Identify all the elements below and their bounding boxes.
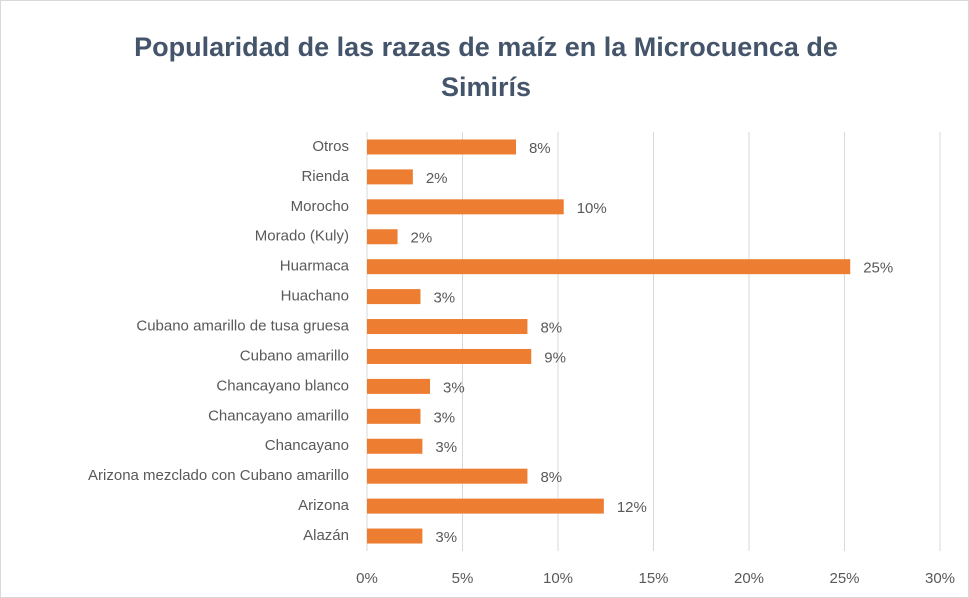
bar [367, 169, 413, 185]
data-label: 8% [529, 140, 551, 157]
x-tick-label: 20% [734, 570, 764, 587]
y-tick-label: Otros [312, 138, 349, 155]
bar [367, 319, 528, 335]
bar [367, 229, 398, 245]
y-tick-label: Huarmaca [280, 258, 350, 275]
data-label: 3% [435, 439, 457, 456]
x-tick-label: 25% [829, 570, 859, 587]
data-label: 2% [426, 170, 448, 187]
bar [367, 348, 532, 364]
data-label: 8% [540, 320, 562, 337]
x-tick-label: 10% [543, 570, 573, 587]
bar [367, 139, 516, 155]
bar [367, 468, 528, 484]
x-tick-label: 30% [925, 570, 955, 587]
chart-title: Popularidad de las razas de maíz en la M… [134, 32, 838, 102]
bar [367, 259, 851, 275]
y-tick-label: Alazán [303, 527, 349, 544]
bar [367, 528, 423, 544]
y-tick-label: Morocho [291, 198, 349, 215]
y-tick-label: Huachano [281, 288, 349, 305]
x-tick-label: 5% [452, 570, 474, 587]
data-label: 2% [411, 230, 433, 247]
bar [367, 408, 421, 424]
bar [367, 378, 431, 394]
data-label: 9% [544, 349, 566, 366]
bar [367, 498, 604, 514]
y-tick-label: Cubano amarillo de tusa gruesa [136, 318, 349, 335]
data-label: 3% [433, 409, 455, 426]
y-tick-label: Cubano amarillo [240, 347, 349, 364]
y-tick-label: Arizona mezclado con Cubano amarillo [88, 467, 349, 484]
bar [367, 289, 421, 305]
x-tick-label: 0% [356, 570, 378, 587]
data-label: 3% [433, 290, 455, 307]
y-tick-label: Morado (Kuly) [255, 228, 349, 245]
y-tick-label: Rienda [301, 168, 349, 185]
data-label: 25% [863, 260, 893, 277]
data-label: 12% [617, 499, 647, 516]
data-label: 3% [443, 379, 465, 396]
y-tick-label: Chancayano blanco [216, 377, 349, 394]
y-tick-label: Chancayano amarillo [208, 407, 349, 424]
bar [367, 199, 564, 215]
y-tick-label: Chancayano [265, 437, 349, 454]
y-tick-label: Arizona [298, 497, 350, 514]
bar [367, 438, 423, 454]
data-label: 3% [435, 529, 457, 546]
data-label: 10% [577, 200, 607, 217]
data-label: 8% [540, 469, 562, 486]
x-tick-label: 15% [638, 570, 668, 587]
